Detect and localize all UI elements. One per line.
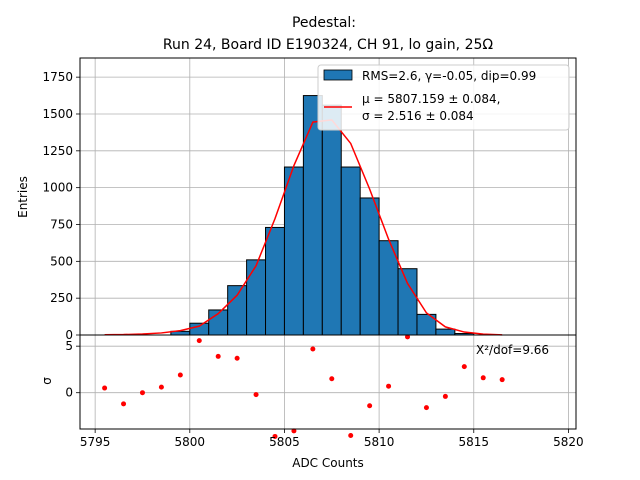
residual-point [499,377,505,383]
residual-point [102,385,108,391]
x-tick-label: 5800 [175,435,206,449]
residual-y-tick-label: 5 [65,339,73,353]
residual-point [253,392,259,398]
residual-point [139,390,145,396]
residual-point [272,433,278,439]
main-y-axis-label: Entries [16,176,30,218]
residual-point [196,338,202,344]
residual-panel: 05 5795 5800 5805 5810 5815 5820 σ X²/dof=9.6… [40,334,584,470]
residual-point [121,401,127,407]
residual-y-tick-label: 0 [65,386,73,400]
legend-fit-label-sigma: σ = 2.516 ± 0.084 [362,109,474,123]
x-axis-label: ADC Counts [292,456,364,470]
main-y-tick-label: 1750 [42,70,73,84]
legend-box [317,64,570,131]
main-y-tick-label: 1250 [42,144,73,158]
histogram-bar [321,104,342,336]
residual-point [386,383,392,389]
main-y-tick-label: 250 [50,291,73,305]
main-y-tick-label: 750 [50,217,73,231]
residual-point [158,384,164,390]
residual-point [291,428,297,434]
x-tick-label: 5810 [364,435,395,449]
residual-point [310,346,316,352]
chart-subtitle: Run 24, Board ID E190324, CH 91, lo gain… [163,37,493,53]
histogram-bar [227,285,248,336]
residual-y-ticks: 05 [65,339,80,400]
residual-point [461,364,467,370]
residual-point [234,355,240,361]
main-y-ticks: 0 250 500 750 1000 1250 1500 1750 [42,70,80,342]
residual-grid [80,335,576,429]
main-y-tick-label: 1500 [42,107,73,121]
histogram-bar [283,166,304,336]
histogram-bar [359,197,380,336]
x-tick-label: 5805 [269,435,300,449]
histogram-bar [435,328,456,336]
x-tick-label: 5820 [553,435,584,449]
histogram-bar [340,166,361,336]
chart-title: Pedestal: [292,15,356,31]
residual-point [423,405,429,411]
histogram-bar [265,226,285,336]
main-y-tick-label: 500 [50,254,73,268]
histogram-bar [246,259,267,336]
legend-histogram-swatch [323,69,353,81]
chi2-annotation: X²/dof=9.66 [476,343,549,357]
residual-y-axis-label: σ [40,377,54,385]
histogram-bar [397,268,418,336]
residual-point [215,353,221,359]
legend-fit-label-mu: μ = 5807.159 ± 0.084, [362,92,500,106]
residual-points [102,334,505,439]
x-tick-label: 5815 [458,435,489,449]
legend-histogram-label: RMS=2.6, γ=-0.05, dip=0.99 [362,69,536,83]
histogram-bars [170,95,475,336]
histogram-bar [189,322,210,336]
residual-point [405,334,411,340]
residual-point [177,372,183,378]
x-ticks: 5795 5800 5805 5810 5815 5820 [80,429,584,449]
residual-axes-frame [79,334,577,430]
gaussian-fit-line [104,119,503,336]
residual-point [480,375,486,381]
main-y-tick-label: 1000 [42,181,73,195]
legend: RMS=2.6, γ=-0.05, dip=0.99 μ = 5807.159 … [317,64,570,131]
residual-point [329,376,335,382]
histogram-bar [302,95,323,336]
main-y-tick-label: 0 [65,328,73,342]
residual-point [348,433,354,439]
x-tick-label: 5795 [80,435,111,449]
residual-point [442,393,448,399]
residual-point [367,403,373,409]
